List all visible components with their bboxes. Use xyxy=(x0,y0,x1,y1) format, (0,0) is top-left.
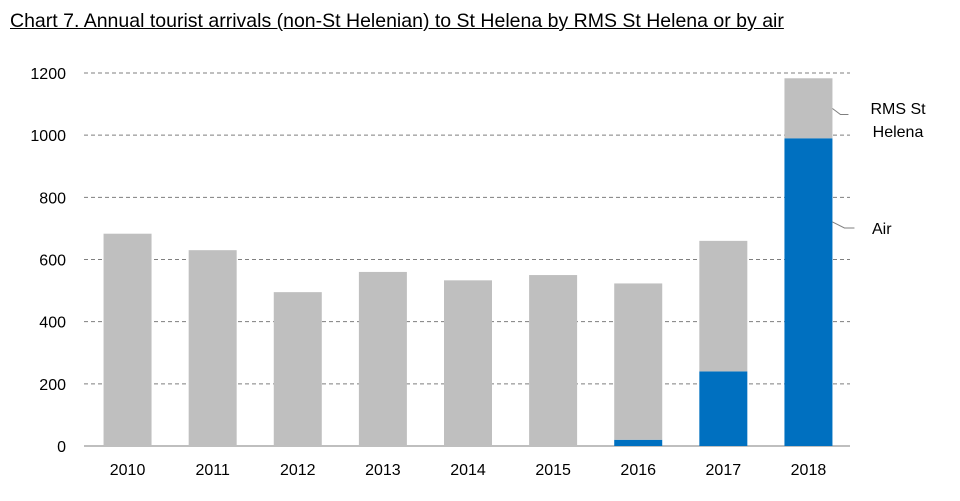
bar-rms-st-helena-2016 xyxy=(614,283,663,440)
bar-rms-st-helena-2018 xyxy=(784,78,833,139)
x-tick-label: 2018 xyxy=(791,462,827,479)
bar-air-2016 xyxy=(614,439,663,446)
x-tick-label: 2011 xyxy=(195,462,230,479)
x-tick-label: 2014 xyxy=(450,462,486,479)
legend-label-rms-line2: Helena xyxy=(873,124,924,141)
y-tick-label: 400 xyxy=(39,315,66,332)
y-tick-label: 1000 xyxy=(30,128,66,145)
y-tick-label: 200 xyxy=(39,377,66,394)
bar-rms-st-helena-2017 xyxy=(699,240,748,372)
bar-air-2018 xyxy=(784,138,833,446)
y-tick-label: 800 xyxy=(39,190,66,207)
bar-air-2017 xyxy=(699,371,748,446)
x-axis-ticks: 2010 2011 2012 2013 2014 2015 2016 2017 2018 xyxy=(110,462,827,479)
x-tick-label: 2015 xyxy=(535,462,571,479)
bars xyxy=(103,78,833,446)
legend: Air RMS St Helena xyxy=(832,101,926,238)
x-tick-label: 2013 xyxy=(365,462,401,479)
bar-rms-st-helena-2014 xyxy=(444,280,492,446)
bar-rms-st-helena-2013 xyxy=(358,271,407,446)
bar-rms-st-helena-2011 xyxy=(188,250,237,446)
y-tick-label: 0 xyxy=(57,439,66,456)
legend-leader-air xyxy=(832,221,855,229)
x-tick-label: 2016 xyxy=(620,462,656,479)
legend-leader-rms xyxy=(832,108,849,115)
chart-title: Chart 7. Annual tourist arrivals (non-St… xyxy=(10,10,784,32)
y-axis-ticks: 0 200 400 600 800 1000 1200 xyxy=(30,66,66,456)
bar-rms-st-helena-2015 xyxy=(529,275,578,446)
y-tick-label: 1200 xyxy=(30,66,66,83)
legend-label-rms-line1: RMS St xyxy=(870,101,926,118)
legend-label-air: Air xyxy=(872,221,892,238)
bar-rms-st-helena-2012 xyxy=(273,292,322,446)
bar-rms-st-helena-2010 xyxy=(103,233,152,446)
x-tick-label: 2010 xyxy=(110,462,146,479)
y-tick-label: 600 xyxy=(39,253,66,270)
x-tick-label: 2017 xyxy=(706,462,742,479)
x-tick-label: 2012 xyxy=(280,462,316,479)
